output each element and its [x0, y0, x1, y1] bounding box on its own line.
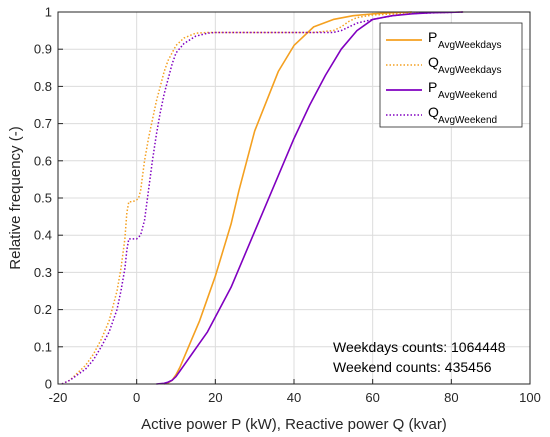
tick-labels: -20 0 20 40 60 80 10000.10.20.30.40.50.60.70.8…: [34, 5, 541, 406]
series-line-q-avgweekdays: [61, 11, 464, 385]
x-tick-label: -20: [49, 390, 68, 405]
x-tick-label: 20: [208, 390, 222, 405]
y-tick-label: 0.9: [34, 42, 52, 57]
y-axis-label: Relative frequency (-): [7, 126, 24, 269]
annotation-weekdays-count: Weekdays counts: 1064448: [333, 339, 506, 355]
series-line-q-avgweekend: [61, 11, 464, 385]
x-tick-label: 60: [365, 390, 379, 405]
y-tick-label: 0.2: [34, 302, 52, 317]
y-tick-label: 0.1: [34, 339, 52, 354]
y-tick-label: 0.3: [34, 265, 52, 280]
y-tick-label: 0.5: [34, 191, 52, 206]
y-tick-label: 0: [45, 377, 52, 392]
x-tick-label: 80: [444, 390, 458, 405]
legend-label-main: P: [428, 29, 437, 45]
legend-label-main: Q: [428, 54, 439, 70]
legend-label-sub: AvgWeekdays: [438, 65, 502, 76]
y-tick-label: 0.4: [34, 228, 52, 243]
annotation-weekend-count: Weekend counts: 435456: [333, 359, 492, 375]
legend-label-sub: AvgWeekend: [438, 115, 497, 126]
y-tick-label: 1: [45, 5, 52, 20]
x-axis-label: Active power P (kW), Reactive power Q (k…: [141, 416, 447, 433]
legend-label-main: Q: [428, 104, 439, 120]
y-tick-label: 0.8: [34, 79, 52, 94]
legend-label-sub: AvgWeekdays: [438, 40, 502, 51]
series-line-p-avgweekdays: [163, 11, 413, 385]
x-tick-label: 100: [519, 390, 541, 405]
series-lines: [61, 11, 464, 385]
legend-label-main: P: [428, 79, 437, 95]
x-tick-label: 0: [133, 390, 140, 405]
x-tick-label: 40: [287, 390, 301, 405]
legend: PAvgWeekdaysQAvgWeekdaysPAvgWeekendQAvgW…: [379, 22, 523, 128]
y-tick-label: 0.6: [34, 153, 52, 168]
legend-label-sub: AvgWeekend: [438, 90, 497, 101]
y-tick-label: 0.7: [34, 116, 52, 131]
